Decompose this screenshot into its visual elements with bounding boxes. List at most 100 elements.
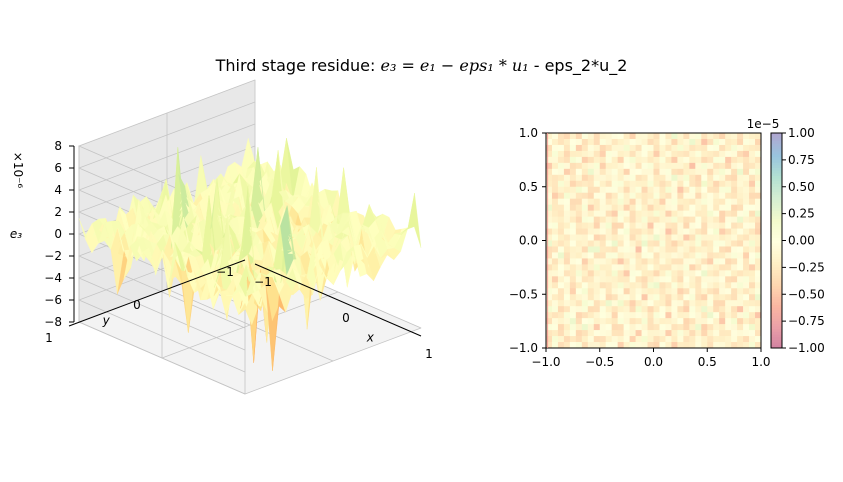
heatmap-cell (611, 222, 619, 229)
heatmap-cell (653, 276, 660, 283)
heatmap-cell (737, 204, 744, 212)
colorbar-offset-label: 1e−5 (747, 117, 780, 131)
heatmap-cell (671, 186, 678, 194)
heatmap-cell (683, 246, 690, 253)
heatmap-cell (707, 240, 714, 247)
heatmap-cell (725, 342, 732, 349)
colorbar-tick-label: −1.00 (788, 341, 825, 355)
colorbar-band (771, 149, 782, 153)
heatmap-cell (605, 210, 613, 218)
heatmap-cell (623, 276, 631, 283)
heatmap-cell (629, 144, 636, 152)
heatmap-cell (641, 150, 648, 158)
heatmap-cell (617, 156, 625, 164)
heatmap-cell (731, 192, 738, 200)
heatmap-cell (557, 133, 565, 140)
heatmap-cell (617, 174, 625, 182)
heatmap-cell (749, 246, 756, 253)
heatmap-cell (653, 150, 660, 158)
heatmap-cell (689, 138, 696, 146)
heatmap-cell (749, 156, 756, 164)
heatmap-cell (743, 222, 750, 229)
heatmap-cell (689, 156, 696, 164)
heatmap-cell (581, 252, 589, 259)
heatmap-cell (653, 168, 660, 176)
heatmap-cell (563, 222, 571, 229)
heatmap-cell (701, 318, 708, 325)
x-axis-line (254, 263, 422, 337)
heatmap-cell (557, 264, 565, 271)
heatmap-cell (569, 306, 577, 313)
heatmap-cell (689, 133, 696, 140)
heatmap-cell (599, 276, 607, 283)
heatmap-cell (557, 342, 565, 349)
heatmap-cell (599, 156, 607, 164)
heatmap-cell (629, 228, 636, 235)
colorbar-band (771, 307, 782, 311)
heatmap-cell (617, 150, 625, 158)
heatmap-cell (725, 252, 732, 259)
heatmap-cell (755, 294, 762, 301)
heatmap-cell (713, 240, 720, 247)
heatmap-cell (665, 252, 672, 259)
heatmap-x-tick-label: −1.0 (531, 355, 560, 369)
heatmap-cell (713, 258, 720, 265)
heatmap-cell (587, 288, 595, 295)
heatmap-cell (683, 336, 690, 343)
heatmap-cell (701, 180, 708, 188)
heatmap-cell (743, 138, 750, 146)
heatmap-cell (593, 312, 601, 319)
heatmap-cell (569, 133, 577, 140)
heatmap-cell (713, 324, 720, 331)
heatmap-cell (593, 216, 601, 223)
heatmap-cell (641, 216, 648, 223)
heatmap-cell (611, 144, 619, 152)
heatmap-cell (659, 276, 666, 283)
heatmap-cell (593, 252, 601, 259)
heatmap-cell (659, 258, 666, 265)
heatmap-cell (701, 306, 708, 313)
heatmap-cell (677, 144, 684, 152)
heatmap-cell (641, 168, 648, 176)
heatmap-cell (743, 276, 750, 283)
heatmap-cell (587, 282, 595, 289)
heatmap-cell (665, 330, 672, 337)
heatmap-cell (725, 156, 732, 164)
heatmap-cell (635, 324, 642, 331)
heatmap-cell (605, 324, 613, 331)
heatmap-cell (599, 294, 607, 301)
z-tick-label: −2 (44, 249, 62, 263)
heatmap-cell (707, 300, 714, 307)
heatmap-cell (599, 306, 607, 313)
heatmap-cell (575, 228, 583, 235)
heatmap-cell (569, 246, 577, 253)
heatmap-cell (659, 288, 666, 295)
heatmap-cell (575, 318, 583, 325)
heatmap-cell (647, 204, 654, 212)
heatmap-cell (575, 282, 583, 289)
heatmap-cell (635, 258, 642, 265)
heatmap-cell (617, 204, 625, 212)
heatmap-cell (551, 150, 559, 158)
heatmap-cell (665, 133, 672, 140)
heatmap-cell (575, 264, 583, 271)
heatmap-cell (707, 168, 714, 176)
z-tick-label: 0 (54, 227, 62, 241)
heatmap-cell (707, 192, 714, 200)
heatmap-cell (641, 252, 648, 259)
heatmap-cell (599, 300, 607, 307)
heatmap-cell (701, 162, 708, 170)
heatmap-cell (581, 306, 589, 313)
heatmap-cell (701, 216, 708, 223)
heatmap-cell (569, 300, 577, 307)
colorbar-band (771, 329, 782, 333)
heatmap-cell (629, 162, 636, 170)
heatmap-cell (611, 133, 619, 140)
heatmap-cell (629, 252, 636, 259)
heatmap-cell (665, 234, 672, 241)
heatmap-cell (551, 234, 559, 241)
z-tick-label: 2 (54, 205, 62, 219)
heatmap-cell (569, 276, 577, 283)
heatmap-cell (569, 162, 577, 170)
